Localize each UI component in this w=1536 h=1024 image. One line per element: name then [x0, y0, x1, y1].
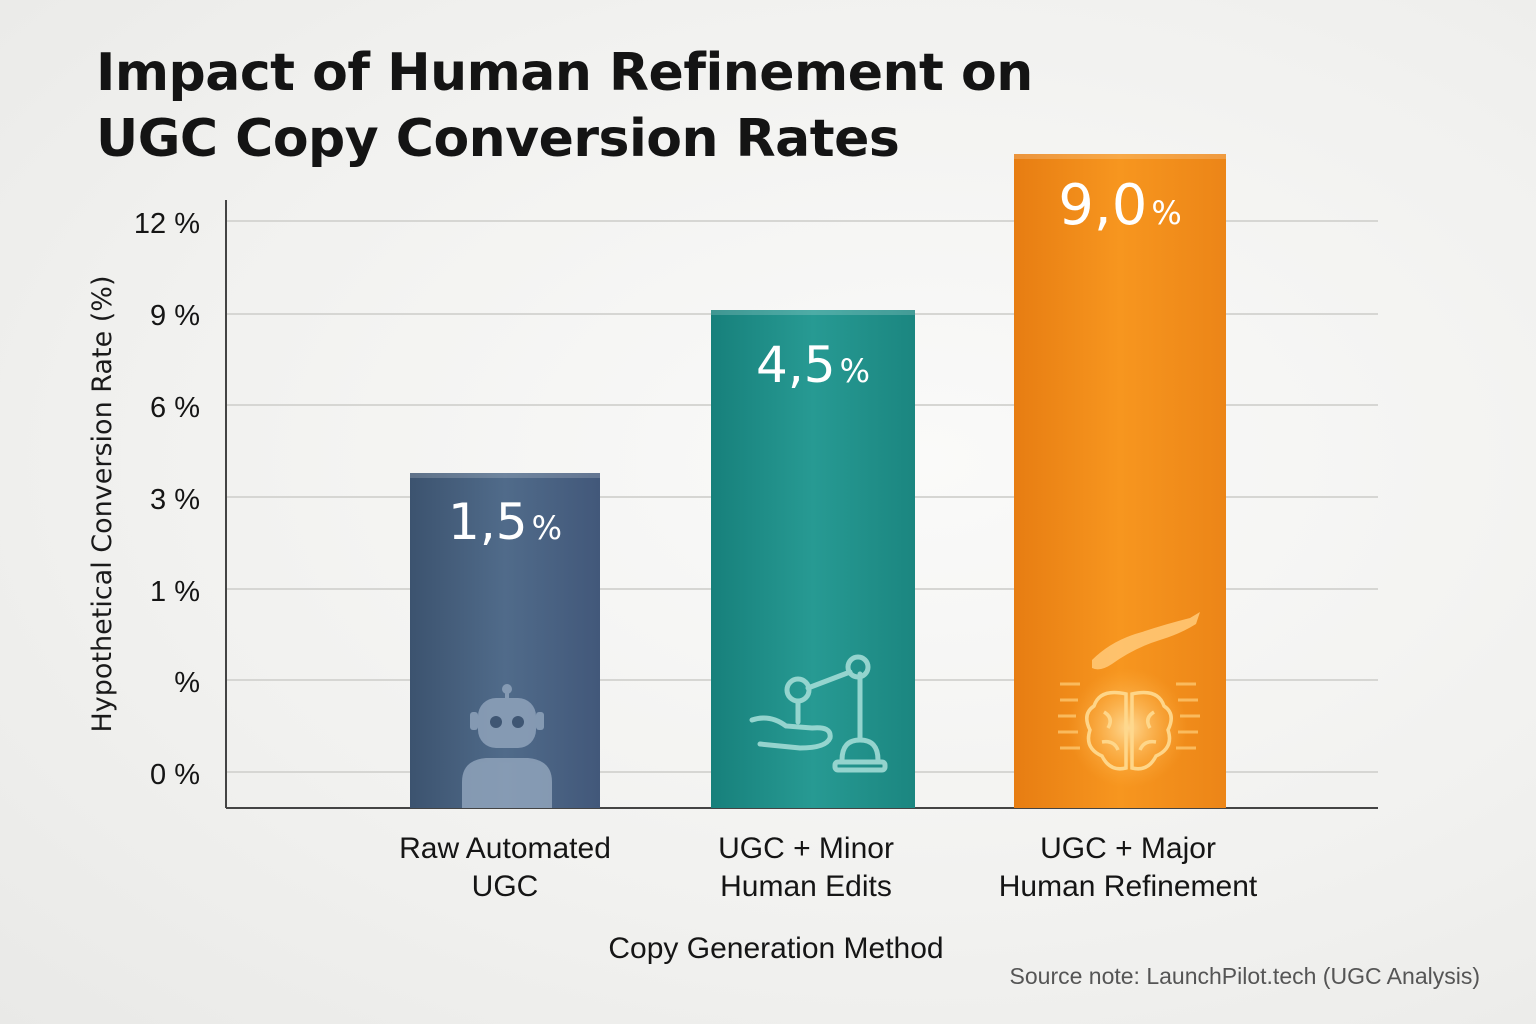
- y-tick-label: 12 %: [134, 208, 200, 240]
- bar-value-label: 1,5%: [448, 493, 562, 551]
- x-category-label: UGC: [472, 870, 539, 903]
- bar-top-highlight: [711, 310, 915, 315]
- y-tick-labels: 0 %% 1 % 3 % 6 % 9 % 12 %: [134, 208, 200, 791]
- robotic-arm-hand-icon: [749, 654, 888, 773]
- chart-title: Impact of Human Refinement on UGC Copy C…: [96, 40, 1033, 172]
- y-tick-label: 1 %: [150, 576, 200, 608]
- y-tick-label: 6 %: [150, 392, 200, 424]
- y-tick-label: 9 %: [150, 300, 200, 332]
- bar-top-highlight: [1014, 154, 1226, 159]
- bar: [410, 473, 600, 808]
- chart-title-line: UGC Copy Conversion Rates: [96, 109, 900, 169]
- hand-brain-icon: [1058, 612, 1200, 788]
- bars: 1,5 % 4,5 % 9,0%: [410, 154, 1226, 808]
- robot-icon: [462, 684, 552, 808]
- bar-icons: [462, 612, 1200, 808]
- bar-top-highlight: [410, 473, 600, 478]
- x-category-label: Human Refinement: [999, 870, 1258, 903]
- x-category-label: UGC + Major: [1040, 832, 1216, 865]
- x-category-label: Human Edits: [720, 870, 892, 903]
- bar-group: 4,5%: [711, 310, 915, 808]
- y-tick-label: %: [174, 667, 200, 699]
- y-tick-label: 3 %: [150, 484, 200, 516]
- bar-group: 1,5%: [410, 473, 600, 808]
- bar-value-label: 4,5%: [756, 336, 870, 394]
- chart-title-line: Impact of Human Refinement on: [96, 43, 1033, 103]
- y-tick-label: 0 %: [150, 759, 200, 791]
- x-category-label: Raw Automated: [399, 832, 611, 865]
- bar-value-label: 9,0%: [1058, 173, 1181, 238]
- x-axis-label: Copy Generation Method: [608, 932, 943, 965]
- x-category-labels: Raw Automated UGC UGC + Minor Human Edits UG…: [399, 832, 1258, 903]
- source-note: Source note: LaunchPilot.tech (UGC Analy…: [1009, 963, 1480, 989]
- x-category-label: UGC + Minor: [718, 832, 894, 865]
- bar: [711, 310, 915, 808]
